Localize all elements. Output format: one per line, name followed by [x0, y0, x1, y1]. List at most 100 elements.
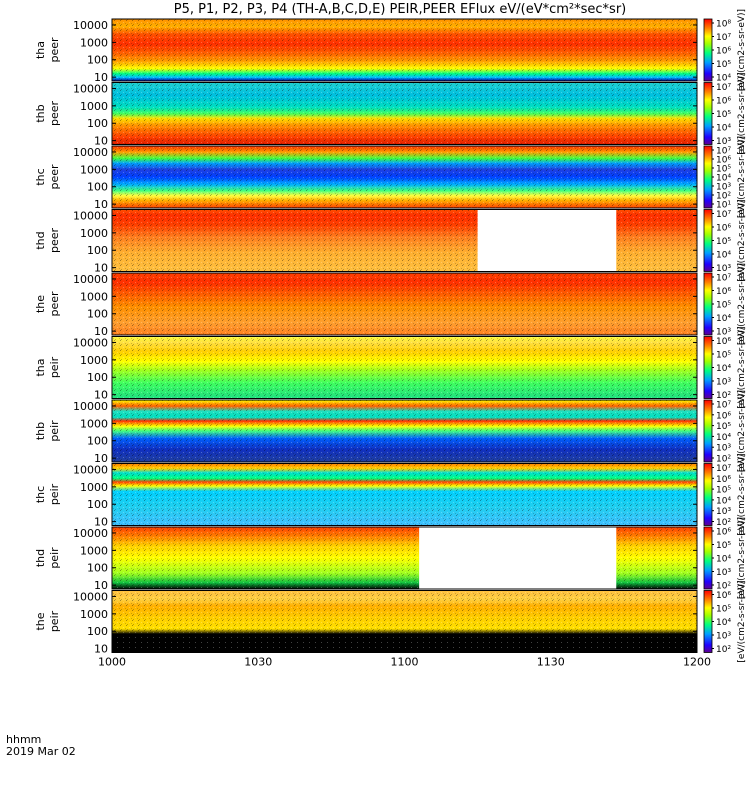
panel-species-label: peer: [48, 228, 61, 254]
y-tick-label: 1000: [80, 100, 108, 113]
colorbar-label: [eV/(cm2-s-sr-eV)]: [737, 263, 747, 345]
colorbar-tick-label: 10³: [716, 378, 731, 388]
data-gap: [477, 209, 617, 272]
colorbar-tick-label: 10⁷: [716, 33, 731, 43]
y-tick-label: 100: [87, 625, 108, 638]
colorbar-tick-label: 10⁵: [716, 301, 731, 311]
y-tick-label: 10: [94, 325, 108, 338]
panel-probe-label: thb: [34, 422, 47, 440]
colorbar-tick-label: 10⁶: [716, 156, 731, 166]
colorbar-label: [eV/(cm2-s-sr-eV)]: [737, 9, 747, 91]
colorbar-tick-label: 10⁴: [716, 618, 731, 628]
y-tick-label: 100: [87, 308, 108, 321]
colorbar-tick-label: 10⁵: [716, 422, 731, 432]
colorbar-tick-label: 10⁵: [716, 605, 731, 615]
y-tick-label: 10: [94, 198, 108, 211]
colorbar-tick-label: 10⁷: [716, 274, 731, 284]
panel-tha-peer: 10 100 1000 10000 tha peer 10⁴ 10⁵ 10⁶ 10⁷ 10⁸ [eV/…: [34, 9, 747, 91]
colorbar-tick-label: 10³: [716, 183, 731, 193]
panel-probe-label: thc: [34, 486, 47, 503]
panel-frame: [111, 209, 698, 272]
colorbar-tick-label: 10³: [716, 444, 731, 454]
colorbar-tick-label: 10⁴: [716, 555, 731, 565]
colorbar-tick-label: 10³: [716, 507, 731, 517]
colorbar: [703, 209, 713, 272]
spectrogram-texture: [112, 146, 697, 208]
y-tick-label: 10000: [73, 336, 108, 349]
y-tick-label: 100: [87, 435, 108, 448]
colorbar: [703, 336, 713, 399]
panel-frame: [111, 82, 698, 145]
panel-the-peer: 10 100 1000 10000 the peer 10³ 10⁴ 10⁵ 10⁶ 10⁷ [eV/…: [34, 263, 747, 345]
y-tick-label: 10: [94, 71, 108, 84]
x-tick-label: 1200: [683, 656, 711, 669]
colorbar-tick-label: 10⁶: [716, 528, 731, 538]
y-tick-label: 100: [87, 54, 108, 67]
panel-species-label: peir: [48, 547, 61, 569]
colorbar-tick-label: 10⁵: [716, 237, 731, 247]
panel-frame: [111, 145, 698, 209]
panel-thd-peer: 10 100 1000 10000 thd peer 10³ 10⁴ 10⁵ 10⁶ 10⁷ [eV/…: [34, 199, 747, 281]
colorbar-tick-label: 10⁴: [716, 433, 731, 443]
y-tick-label: 10: [94, 643, 108, 656]
y-tick-label: 10000: [73, 400, 108, 413]
colorbar-tick-label: 10⁵: [716, 541, 731, 551]
y-tick-label: 100: [87, 117, 108, 130]
panel-frame: [111, 272, 698, 336]
y-tick-label: 1000: [80, 290, 108, 303]
colorbar-tick-label: 10²: [716, 645, 731, 655]
y-tick-label: 1000: [80, 417, 108, 430]
y-tick-label: 100: [87, 244, 108, 257]
colorbar-tick-label: 10³: [716, 137, 731, 147]
panel-probe-label: thd: [34, 231, 47, 249]
spectrogram-texture: [112, 463, 697, 526]
panel-species-label: peir: [48, 420, 61, 442]
y-tick-label: 1000: [80, 36, 108, 49]
colorbar-tick-label: 10⁵: [716, 351, 731, 361]
panel-frame: [111, 399, 698, 463]
panel-frame: [111, 526, 698, 590]
y-tick-label: 10: [94, 516, 108, 529]
colorbar-tick-label: 10³: [716, 632, 731, 642]
colorbar: [703, 82, 713, 145]
colorbar-tick-label: 10⁵: [716, 486, 731, 496]
spectrogram-texture: [112, 82, 697, 145]
colorbar-tick-label: 10²: [716, 391, 731, 401]
colorbar-tick-label: 10⁷: [716, 401, 731, 411]
panel-species-label: peer: [48, 101, 61, 127]
colorbar-tick-label: 10⁸: [716, 20, 731, 30]
colorbar-label: [eV/(cm2-s-sr-eV)]: [737, 390, 747, 472]
panel-probe-label: thd: [34, 549, 47, 567]
panel-probe-label: tha: [34, 41, 47, 59]
colorbar: [703, 145, 713, 209]
y-tick-label: 10: [94, 579, 108, 592]
colorbar-tick-label: 10⁷: [716, 83, 731, 93]
spectrogram-texture: [112, 400, 697, 462]
colorbar: [703, 18, 713, 82]
panel-species-label: peir: [48, 356, 61, 378]
panel-probe-label: tha: [34, 358, 47, 376]
y-tick-label: 100: [87, 498, 108, 511]
colorbar-tick-label: 10⁶: [716, 224, 731, 234]
colorbar-tick-label: 10²: [716, 582, 731, 592]
colorbar-label: [eV/(cm2-s-sr-eV)]: [737, 199, 747, 281]
colorbar-label: [eV/(cm2-s-sr-eV)]: [737, 453, 747, 535]
panel-probe-label: thb: [34, 104, 47, 122]
y-tick-label: 1000: [80, 354, 108, 367]
colorbar-tick-label: 10⁴: [716, 174, 731, 184]
spectrogram-texture: [112, 590, 697, 653]
colorbar-tick-label: 10²: [716, 192, 731, 202]
spectrogram-texture: [112, 19, 697, 81]
colorbar-tick-label: 10²: [716, 455, 731, 465]
panel-species-label: peir: [48, 610, 61, 632]
panel-thd-peir: 10 100 1000 10000 thd peir 10² 10³ 10⁴ 10⁵ 10⁶ [eV/…: [34, 517, 747, 599]
y-tick-label: 10: [94, 262, 108, 275]
y-tick-label: 100: [87, 181, 108, 194]
colorbar-tick-label: 10⁴: [716, 364, 731, 374]
x-tick-label: 1130: [537, 656, 565, 669]
y-tick-label: 1000: [80, 227, 108, 240]
